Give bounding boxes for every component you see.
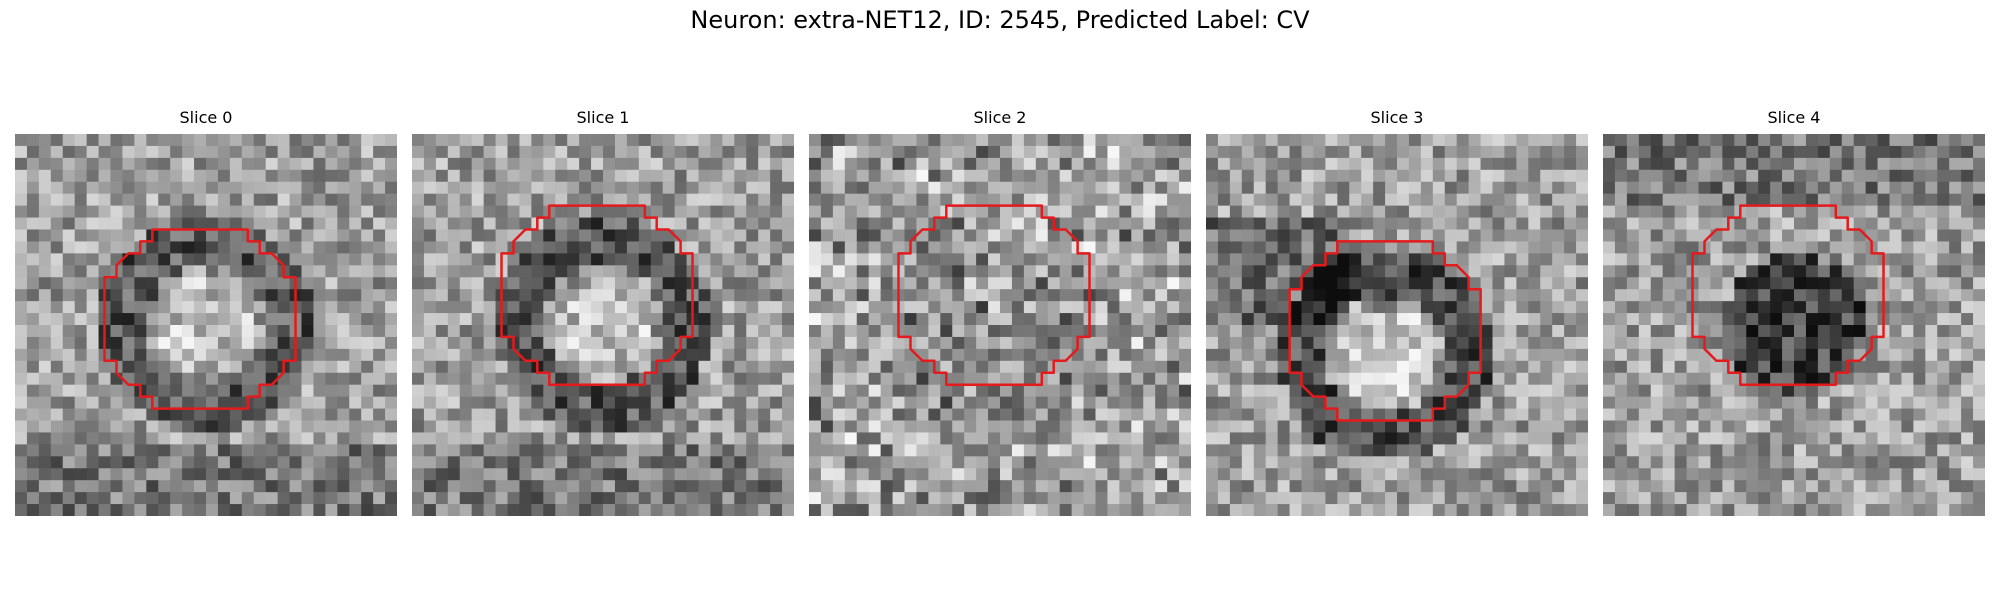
- segmentation-contour: [897, 204, 1091, 386]
- segmentation-contour: [103, 228, 297, 410]
- slice-title: Slice 2: [973, 108, 1027, 127]
- slice-title: Slice 1: [576, 108, 630, 127]
- slice-title: Slice 3: [1370, 108, 1424, 127]
- slice-title: Slice 0: [179, 108, 233, 127]
- segmentation-contour: [1691, 204, 1885, 386]
- slice-title: Slice 4: [1767, 108, 1821, 127]
- microscopy-slice-image: [809, 134, 1191, 516]
- figure-title: Neuron: extra-NET12, ID: 2545, Predicted…: [690, 6, 1310, 34]
- microscopy-slice-image: [1206, 134, 1588, 516]
- segmentation-contour: [500, 204, 694, 386]
- microscopy-slice-image: [412, 134, 794, 516]
- microscopy-slice-image: [15, 134, 397, 516]
- segmentation-contour: [1288, 240, 1482, 422]
- microscopy-slice-image: [1603, 134, 1985, 516]
